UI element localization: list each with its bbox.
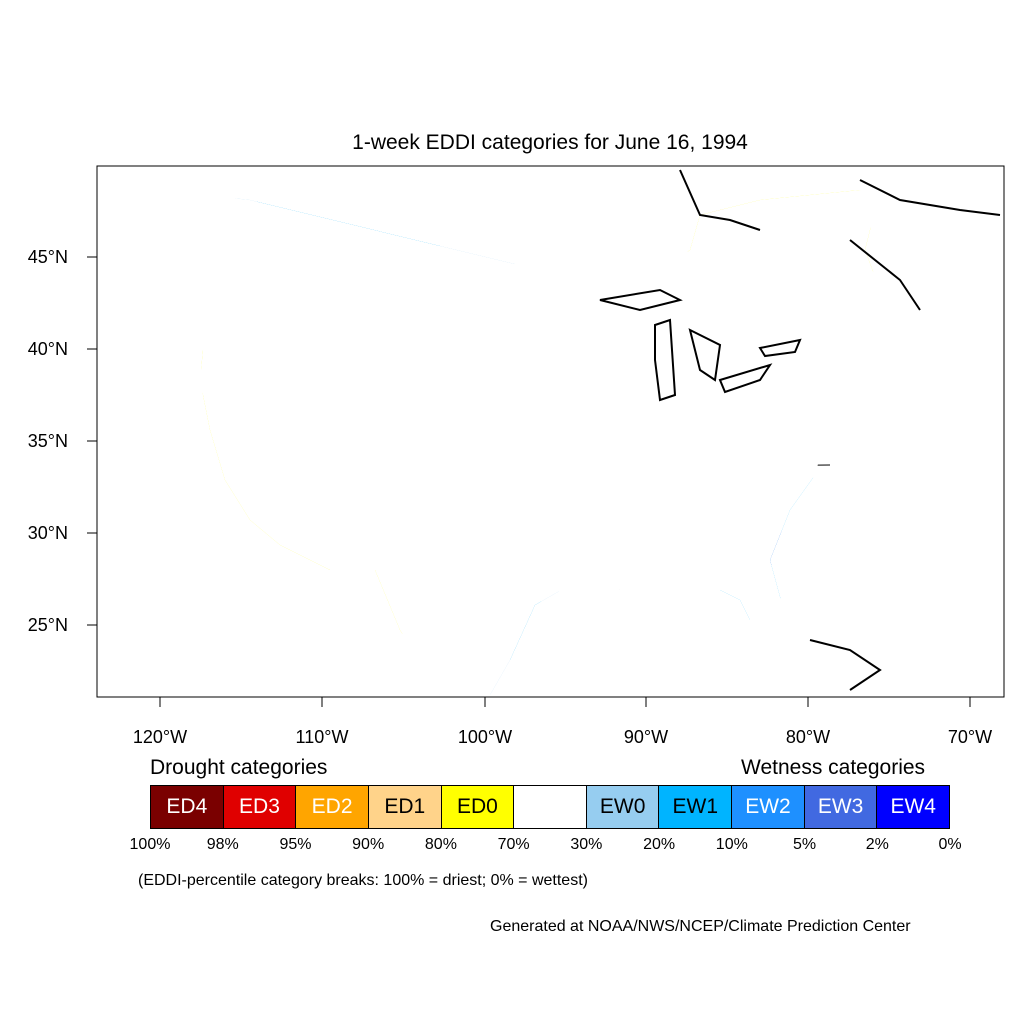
percentile-break: 2% (865, 836, 889, 853)
legend-box-ed2: ED2 (296, 786, 369, 828)
legend-box-ed4: ED4 (151, 786, 224, 828)
lon-label: 80°W (786, 727, 830, 747)
lat-label: 25°N (28, 615, 68, 635)
percentile-break: 98% (206, 836, 239, 853)
drought-categories-heading: Drought categories (150, 756, 328, 779)
map-title: 1-week EDDI categories for June 16, 1994 (352, 131, 748, 154)
national-border (199, 189, 881, 696)
lon-label: 70°W (948, 727, 992, 747)
percentile-break: 70% (497, 836, 530, 853)
canada-coast (679, 169, 1001, 311)
legend-box-ed3: ED3 (223, 786, 297, 828)
legend-box-ed0: ED0 (441, 786, 515, 828)
percentile-break: 95% (279, 836, 312, 853)
lon-label: 120°W (133, 727, 187, 747)
legend-box-ew0: EW0 (586, 786, 660, 828)
category-legend: ED4 ED3 ED2 ED1 ED0 EW0 EW1 EW2 EW3 EW4 (150, 785, 950, 829)
lat-label: 45°N (28, 247, 68, 267)
credit-line: Generated at NOAA/NWS/NCEP/Climate Predi… (490, 918, 911, 935)
lat-label: 40°N (28, 339, 68, 359)
legend-box-ew1: EW1 (659, 786, 733, 828)
longitude-axis: 120°W 110°W 100°W 90°W 80°W 70°W (133, 697, 992, 747)
legend-box-ed1: ED1 (368, 786, 442, 828)
percentile-break: 30% (570, 836, 603, 853)
lat-label: 30°N (28, 523, 68, 543)
wetness-categories-heading: Wetness categories (741, 756, 926, 779)
lon-label: 100°W (458, 727, 512, 747)
lon-label: 90°W (624, 727, 668, 747)
lat-label: 35°N (28, 431, 68, 451)
caribbean-coast (809, 639, 882, 691)
great-lakes (599, 288, 802, 402)
lon-label: 110°W (296, 727, 349, 747)
percentile-break: 100% (129, 836, 171, 853)
latitude-axis: 45°N 40°N 35°N 30°N 25°N (28, 247, 97, 635)
legend-box-neutral (514, 786, 587, 828)
legend-box-ew2: EW2 (732, 786, 805, 828)
legend-box-ew3: EW3 (804, 786, 878, 828)
legend-box-ew4: EW4 (877, 786, 950, 828)
percentile-break: 20% (643, 836, 676, 853)
percentile-break: 90% (352, 836, 385, 853)
percentile-break: 0% (938, 836, 962, 853)
percentile-break: 80% (424, 836, 457, 853)
category-note: (EDDI-percentile category breaks: 100% =… (138, 872, 588, 889)
map-frame (96, 165, 1005, 698)
percentile-break: 5% (792, 836, 817, 853)
percentile-break: 10% (715, 836, 748, 853)
